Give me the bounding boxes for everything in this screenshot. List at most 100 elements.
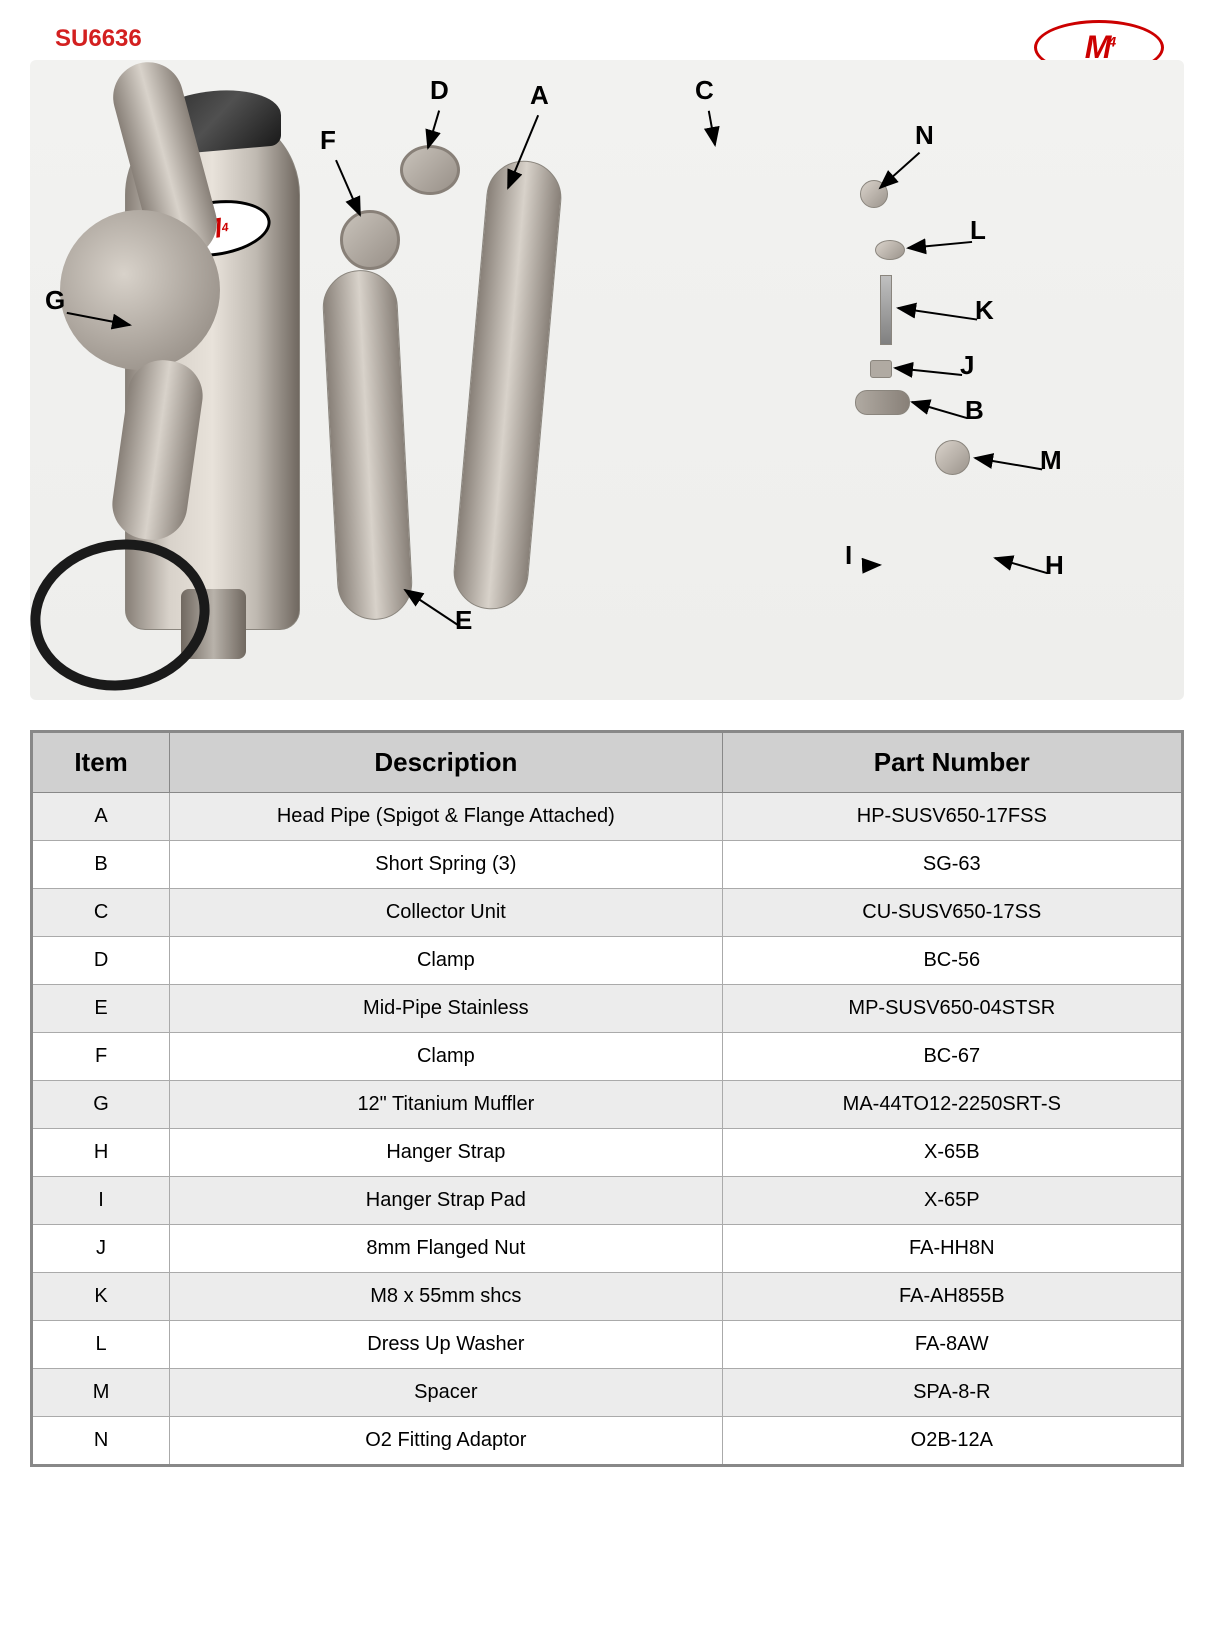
table-row: NO2 Fitting AdaptorO2B-12A (32, 1417, 1183, 1466)
callout-label-f: F (320, 125, 336, 156)
cell-part_number: FA-AH855B (722, 1273, 1182, 1321)
callout-arrow-m (975, 458, 1042, 469)
cell-part_number: CU-SUSV650-17SS (722, 889, 1182, 937)
callout-label-n: N (915, 120, 934, 151)
callout-label-j: J (960, 350, 974, 381)
part-bolt (880, 275, 892, 345)
cell-description: Clamp (170, 937, 722, 985)
parts-table-header: Item Description Part Number (32, 732, 1183, 793)
col-header-part-number: Part Number (722, 732, 1182, 793)
table-row: CCollector UnitCU-SUSV650-17SS (32, 889, 1183, 937)
cell-item: F (32, 1033, 170, 1081)
cell-description: Collector Unit (170, 889, 722, 937)
table-row: LDress Up WasherFA-8AW (32, 1321, 1183, 1369)
cell-part_number: FA-HH8N (722, 1225, 1182, 1273)
cell-description: Spacer (170, 1369, 722, 1417)
product-code: SU6636 (55, 25, 142, 53)
table-row: DClampBC-56 (32, 937, 1183, 985)
cell-description: Clamp (170, 1033, 722, 1081)
callout-arrow-j (895, 368, 962, 375)
table-row: EMid-Pipe StainlessMP-SUSV650-04STSR (32, 985, 1183, 1033)
cell-item: J (32, 1225, 170, 1273)
callout-label-i: I (845, 540, 852, 571)
callout-arrow-n (880, 153, 920, 188)
cell-item: D (32, 937, 170, 985)
table-row: HHanger StrapX-65B (32, 1129, 1183, 1177)
callout-label-h: H (1045, 550, 1064, 581)
cell-item: M (32, 1369, 170, 1417)
cell-description: Short Spring (3) (170, 841, 722, 889)
cell-part_number: BC-56 (722, 937, 1182, 985)
cell-part_number: BC-67 (722, 1033, 1182, 1081)
callout-arrow-k (898, 308, 977, 320)
cell-part_number: FA-8AW (722, 1321, 1182, 1369)
part-spring (855, 390, 910, 415)
table-row: G12" Titanium MufflerMA-44TO12-2250SRT-S (32, 1081, 1183, 1129)
cell-description: M8 x 55mm shcs (170, 1273, 722, 1321)
callout-arrow-b (912, 402, 967, 418)
col-header-item: Item (32, 732, 170, 793)
parts-table-body: AHead Pipe (Spigot & Flange Attached)HP-… (32, 793, 1183, 1466)
table-row: KM8 x 55mm shcsFA-AH855B (32, 1273, 1183, 1321)
parts-diagram: M4 GFDACNLKJBMHIE (30, 60, 1184, 700)
cell-item: L (32, 1321, 170, 1369)
table-row: BShort Spring (3)SG-63 (32, 841, 1183, 889)
cell-description: Hanger Strap (170, 1129, 722, 1177)
table-row: AHead Pipe (Spigot & Flange Attached)HP-… (32, 793, 1183, 841)
callout-arrow-c (709, 111, 715, 145)
col-header-description: Description (170, 732, 722, 793)
cell-description: Hanger Strap Pad (170, 1177, 722, 1225)
cell-item: E (32, 985, 170, 1033)
cell-part_number: SPA-8-R (722, 1369, 1182, 1417)
callout-label-l: L (970, 215, 986, 246)
header: SU6636 M4 (30, 20, 1184, 60)
table-row: MSpacerSPA-8-R (32, 1369, 1183, 1417)
cell-item: K (32, 1273, 170, 1321)
brand-logo-sup: 4 (1108, 33, 1113, 49)
callout-label-a: A (530, 80, 549, 111)
cell-part_number: SG-63 (722, 841, 1182, 889)
cell-description: 12" Titanium Muffler (170, 1081, 722, 1129)
callout-label-m: M (1040, 445, 1062, 476)
cell-item: N (32, 1417, 170, 1466)
cell-description: Dress Up Washer (170, 1321, 722, 1369)
callout-label-e: E (455, 605, 472, 636)
part-o2-adaptor (860, 180, 888, 208)
callout-arrow-l (908, 242, 972, 248)
callout-arrow-e (405, 590, 459, 625)
cell-item: C (32, 889, 170, 937)
cell-part_number: MP-SUSV650-04STSR (722, 985, 1182, 1033)
part-clamp-f (340, 210, 400, 270)
part-mid-pipe (321, 268, 414, 621)
table-row: IHanger Strap PadX-65P (32, 1177, 1183, 1225)
callout-arrow-d (428, 111, 439, 148)
cell-part_number: X-65B (722, 1129, 1182, 1177)
cell-item: I (32, 1177, 170, 1225)
callout-arrow-i (867, 565, 880, 566)
cell-part_number: O2B-12A (722, 1417, 1182, 1466)
callout-label-c: C (695, 75, 714, 106)
part-head-pipe (451, 158, 565, 613)
page: SU6636 M4 M 4 (0, 0, 1214, 1487)
cell-item: G (32, 1081, 170, 1129)
callout-arrow-h (995, 558, 1047, 573)
parts-table: Item Description Part Number AHead Pipe … (30, 730, 1184, 1467)
table-row: FClampBC-67 (32, 1033, 1183, 1081)
callout-label-d: D (430, 75, 449, 106)
part-washer (875, 240, 905, 260)
cell-part_number: MA-44TO12-2250SRT-S (722, 1081, 1182, 1129)
table-row: J8mm Flanged NutFA-HH8N (32, 1225, 1183, 1273)
callout-label-b: B (965, 395, 984, 426)
callout-arrow-f (336, 160, 360, 215)
callout-label-k: K (975, 295, 994, 326)
cell-part_number: HP-SUSV650-17FSS (722, 793, 1182, 841)
part-clamp-d (400, 145, 460, 195)
part-nut (870, 360, 892, 378)
collector-junction (60, 210, 220, 370)
cell-description: Mid-Pipe Stainless (170, 985, 722, 1033)
cell-description: Head Pipe (Spigot & Flange Attached) (170, 793, 722, 841)
cell-item: H (32, 1129, 170, 1177)
part-spacer (935, 440, 970, 475)
cell-item: A (32, 793, 170, 841)
cell-item: B (32, 841, 170, 889)
